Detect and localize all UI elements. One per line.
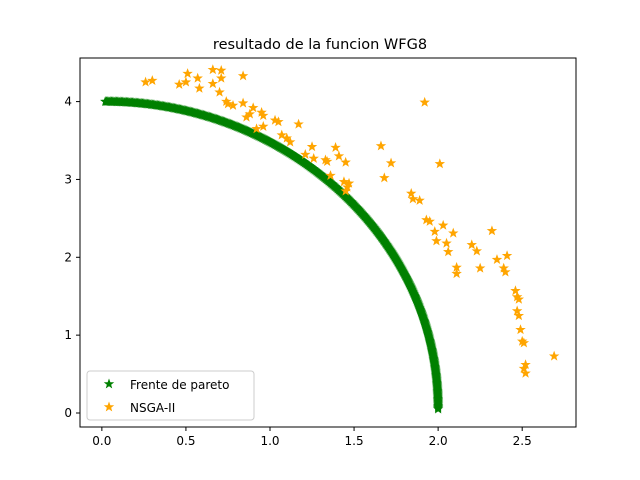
x-tick-label: 1.5 bbox=[345, 434, 364, 448]
series-nsga-ii bbox=[140, 64, 560, 378]
nsga-point bbox=[207, 64, 219, 75]
nsga-point bbox=[443, 246, 454, 257]
chart-title: resultado de la funcion WFG8 bbox=[213, 37, 427, 53]
nsga-point bbox=[227, 100, 239, 110]
nsga-point bbox=[192, 72, 203, 83]
nsga-point bbox=[520, 359, 531, 370]
nsga-point bbox=[466, 239, 477, 250]
nsga-point bbox=[306, 141, 318, 152]
x-tick-label: 1.0 bbox=[260, 434, 279, 448]
nsga-point bbox=[251, 123, 262, 134]
nsga-point bbox=[237, 70, 249, 81]
nsga-point bbox=[300, 149, 311, 159]
axes-frame bbox=[79, 57, 577, 428]
nsga-point bbox=[434, 158, 446, 169]
nsga-point bbox=[515, 324, 526, 335]
nsga-point bbox=[407, 193, 419, 204]
nsga-point bbox=[486, 225, 498, 236]
legend-marker-frente bbox=[103, 378, 115, 389]
nsga-point bbox=[406, 187, 417, 198]
nsga-point bbox=[500, 266, 511, 277]
nsga-point bbox=[140, 76, 151, 87]
nsga-point bbox=[284, 136, 296, 147]
nsga-point bbox=[194, 82, 205, 93]
nsga-point bbox=[491, 254, 503, 265]
nsga-point bbox=[441, 237, 452, 248]
nsga-point bbox=[511, 305, 523, 316]
pareto-point bbox=[432, 403, 444, 414]
nsga-point bbox=[258, 110, 269, 121]
nsga-point bbox=[510, 285, 521, 296]
legend-label-nsga: NSGA-II bbox=[130, 401, 175, 415]
nsga-point bbox=[258, 121, 269, 131]
nsga-point bbox=[308, 152, 319, 163]
series-frente-de-pareto bbox=[100, 96, 444, 414]
nsga-point bbox=[216, 72, 227, 83]
x-tick-label: 2.5 bbox=[513, 434, 532, 448]
legend-star-frente bbox=[103, 378, 115, 389]
x-tick-label: 2.0 bbox=[429, 434, 448, 448]
legend-star-nsga bbox=[103, 401, 115, 412]
nsga-point bbox=[448, 227, 459, 238]
nsga-point bbox=[518, 337, 530, 348]
nsga-point bbox=[431, 235, 442, 246]
y-tick-label: 4 bbox=[64, 95, 72, 109]
nsga-point bbox=[379, 172, 390, 183]
nsga-point bbox=[207, 78, 219, 89]
legend-box bbox=[86, 370, 255, 421]
nsga-point bbox=[214, 86, 225, 97]
nsga-point bbox=[330, 142, 341, 152]
nsga-point bbox=[474, 262, 486, 273]
legend-marker-nsga bbox=[103, 401, 115, 412]
nsga-point bbox=[247, 102, 259, 113]
axis-ticks: 0.0 0.5 1.0 1.5 2.0 2.5 0 1 2 3 4 bbox=[64, 95, 531, 448]
x-tick-label: 0.5 bbox=[176, 434, 195, 448]
nsga-point bbox=[273, 116, 284, 127]
nsga-point bbox=[244, 108, 256, 119]
nsga-point bbox=[429, 226, 440, 237]
nsga-point bbox=[375, 140, 387, 151]
nsga-point bbox=[343, 177, 355, 188]
nsga-point bbox=[520, 367, 531, 378]
nsga-point bbox=[182, 68, 193, 78]
y-tick-label: 3 bbox=[64, 172, 72, 186]
nsga-point bbox=[548, 350, 560, 361]
y-tick-label: 0 bbox=[64, 406, 72, 420]
nsga-point bbox=[419, 96, 430, 107]
nsga-point bbox=[338, 176, 350, 187]
nsga-point bbox=[147, 75, 158, 86]
nsga-point bbox=[501, 250, 513, 261]
nsga-point bbox=[237, 97, 249, 108]
nsga-point bbox=[424, 216, 435, 226]
nsga-point bbox=[414, 194, 425, 205]
nsga-point bbox=[325, 170, 336, 180]
y-tick-label: 1 bbox=[64, 328, 72, 342]
nsga-point bbox=[471, 245, 483, 256]
legend: Frente de pareto NSGA-II bbox=[86, 370, 255, 421]
nsga-point bbox=[281, 132, 293, 143]
legend-label-frente: Frente de pareto bbox=[130, 378, 229, 392]
nsga-point bbox=[180, 76, 192, 87]
nsga-point bbox=[333, 150, 345, 161]
nsga-point bbox=[498, 262, 509, 273]
nsga-point bbox=[222, 98, 234, 109]
nsga-point bbox=[451, 268, 462, 279]
nsga-point bbox=[385, 157, 397, 168]
nsga-point bbox=[216, 64, 227, 75]
nsga-point bbox=[437, 219, 449, 230]
x-tick-label: 0.0 bbox=[92, 434, 111, 448]
plot-area bbox=[100, 64, 560, 414]
nsga-point bbox=[276, 129, 287, 140]
nsga-point bbox=[293, 118, 304, 129]
y-tick-label: 2 bbox=[64, 250, 72, 264]
nsga-point bbox=[513, 310, 525, 321]
nsga-point bbox=[340, 156, 351, 167]
nsga-point bbox=[513, 293, 525, 304]
nsga-point bbox=[174, 78, 185, 89]
nsga-point bbox=[321, 156, 333, 166]
